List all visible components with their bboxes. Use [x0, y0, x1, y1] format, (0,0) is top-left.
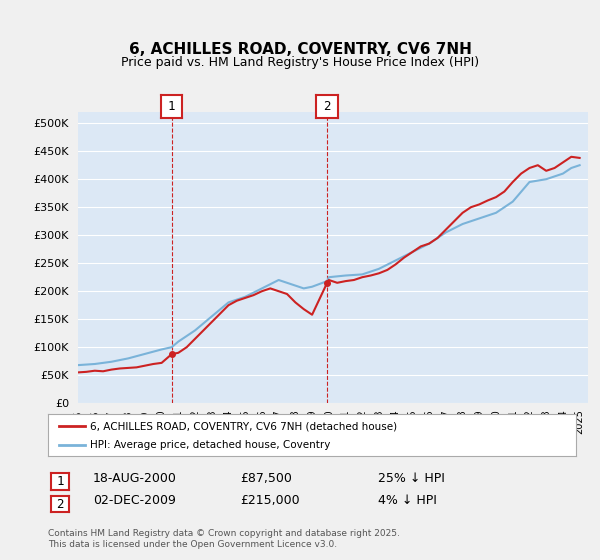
Text: 1: 1 — [56, 475, 64, 488]
Text: 18-AUG-2000: 18-AUG-2000 — [93, 472, 177, 484]
Text: 4% ↓ HPI: 4% ↓ HPI — [378, 494, 437, 507]
Text: Contains HM Land Registry data © Crown copyright and database right 2025.
This d: Contains HM Land Registry data © Crown c… — [48, 529, 400, 549]
Text: Price paid vs. HM Land Registry's House Price Index (HPI): Price paid vs. HM Land Registry's House … — [121, 56, 479, 69]
Text: 1: 1 — [168, 100, 175, 113]
Text: 6, ACHILLES ROAD, COVENTRY, CV6 7NH: 6, ACHILLES ROAD, COVENTRY, CV6 7NH — [128, 42, 472, 57]
Text: 25% ↓ HPI: 25% ↓ HPI — [378, 472, 445, 484]
Text: 6, ACHILLES ROAD, COVENTRY, CV6 7NH (detached house): 6, ACHILLES ROAD, COVENTRY, CV6 7NH (det… — [90, 421, 397, 431]
Text: 02-DEC-2009: 02-DEC-2009 — [93, 494, 176, 507]
Text: £215,000: £215,000 — [240, 494, 299, 507]
Text: 2: 2 — [56, 497, 64, 511]
Text: £87,500: £87,500 — [240, 472, 292, 484]
Text: HPI: Average price, detached house, Coventry: HPI: Average price, detached house, Cove… — [90, 440, 331, 450]
Text: 2: 2 — [323, 100, 331, 113]
